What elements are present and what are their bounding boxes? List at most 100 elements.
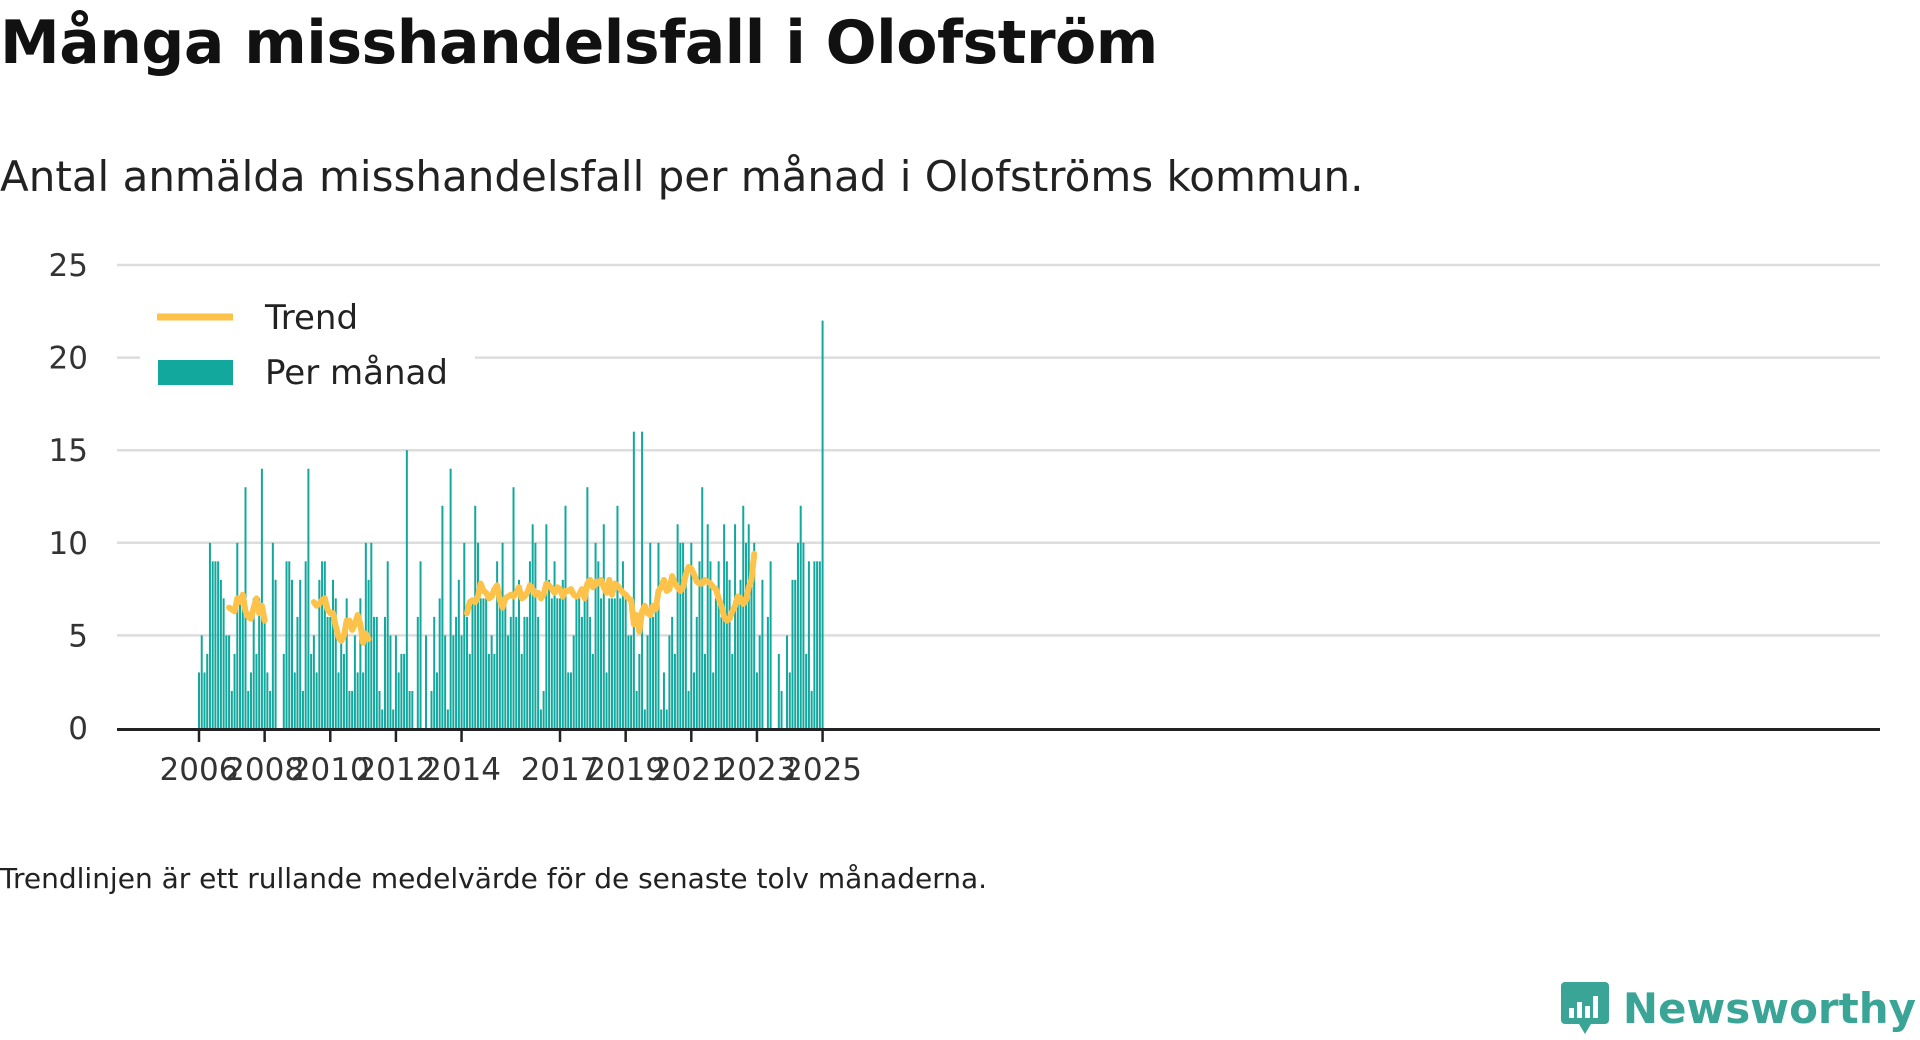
bar	[493, 653, 496, 728]
bar	[332, 579, 335, 728]
bar	[383, 616, 386, 728]
bar	[523, 616, 526, 728]
bar	[249, 672, 252, 728]
bars-per-manad	[198, 320, 824, 728]
bar	[299, 579, 302, 728]
bar	[304, 561, 307, 728]
bar	[638, 653, 641, 728]
bar	[641, 431, 644, 728]
bar	[807, 561, 810, 728]
bar	[791, 579, 794, 728]
bar	[504, 598, 507, 728]
bar	[198, 672, 200, 728]
bar	[282, 653, 285, 728]
bar	[545, 524, 548, 728]
bar	[755, 672, 758, 728]
bar	[228, 635, 231, 728]
bar	[649, 542, 652, 728]
chart-subtitle: Antal anmälda misshandelsfall per månad …	[0, 152, 1364, 201]
bar	[561, 579, 564, 728]
bar	[312, 635, 315, 728]
bar	[671, 616, 674, 728]
brand-name: Newsworthy	[1622, 983, 1916, 1033]
bar	[241, 598, 244, 728]
bar	[594, 542, 597, 728]
bar	[723, 524, 726, 728]
bar	[252, 598, 255, 728]
y-tick-label: 0	[68, 711, 88, 747]
y-tick-label: 20	[49, 341, 88, 377]
bar	[528, 561, 531, 728]
bar	[386, 561, 389, 728]
bar	[788, 672, 791, 728]
bar	[745, 542, 747, 728]
bar	[307, 468, 310, 728]
bar	[668, 635, 671, 728]
bar	[479, 598, 482, 728]
bar	[548, 579, 551, 728]
bar	[695, 616, 698, 728]
bar	[630, 635, 633, 728]
bar	[435, 672, 438, 728]
legend-trend-label: Trend	[264, 298, 358, 338]
bar	[520, 653, 523, 728]
x-tick-label: 2023	[717, 752, 796, 788]
bar	[742, 505, 745, 728]
bar	[734, 524, 737, 728]
bar	[370, 542, 373, 728]
bar	[572, 635, 575, 728]
bar	[301, 690, 304, 728]
bar	[392, 709, 395, 728]
bar	[255, 653, 258, 728]
bar	[720, 616, 723, 728]
bar	[285, 561, 288, 728]
y-tick-label: 25	[49, 248, 88, 284]
bar	[394, 635, 397, 728]
bar	[408, 690, 411, 728]
x-tick-label: 2006	[160, 752, 239, 788]
bar	[652, 616, 655, 728]
bar	[296, 616, 299, 728]
bar	[400, 653, 403, 728]
bar	[591, 653, 594, 728]
bar	[496, 561, 499, 728]
bar	[258, 598, 261, 728]
bar	[438, 598, 441, 728]
bar	[200, 635, 203, 728]
bar	[635, 690, 638, 728]
bar	[654, 598, 657, 728]
x-tick-label: 2019	[586, 752, 665, 788]
bar	[600, 598, 603, 728]
bar	[758, 635, 761, 728]
bar	[222, 598, 225, 728]
bar	[449, 468, 452, 728]
bar	[397, 672, 400, 728]
bar	[444, 635, 447, 728]
bar	[266, 672, 269, 728]
bar	[214, 561, 217, 728]
legend-bar-swatch	[158, 360, 233, 385]
bar	[446, 709, 449, 728]
bar	[263, 616, 266, 728]
bar	[476, 542, 479, 728]
bar	[405, 450, 408, 728]
bar	[271, 542, 274, 728]
bar	[816, 561, 819, 728]
bar	[239, 598, 242, 728]
bar	[219, 579, 222, 728]
bar	[269, 690, 272, 728]
bar	[537, 616, 540, 728]
bar	[531, 524, 534, 728]
bar	[430, 690, 433, 728]
bar	[474, 505, 477, 728]
bar	[485, 598, 488, 728]
bar	[750, 579, 753, 728]
bar	[712, 672, 715, 728]
bar	[367, 579, 370, 728]
bar	[260, 468, 263, 728]
bar	[731, 653, 734, 728]
bar	[589, 616, 592, 728]
bar	[747, 524, 750, 728]
